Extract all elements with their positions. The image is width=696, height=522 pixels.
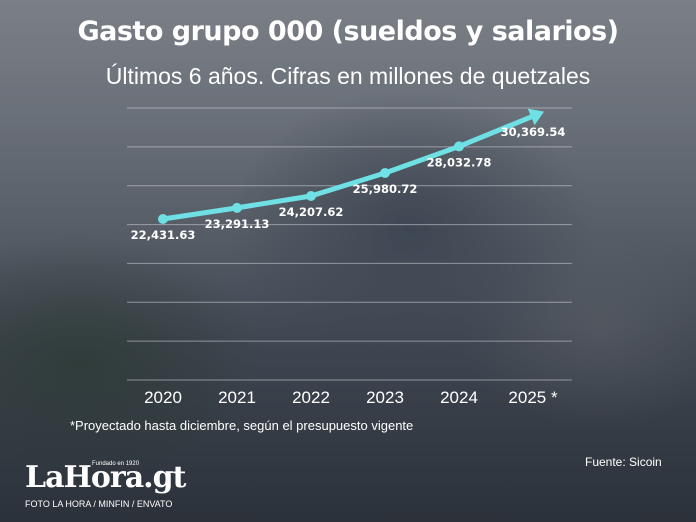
data-label: 23,291.13 <box>205 217 270 231</box>
x-tick-label: 2020 <box>144 388 182 407</box>
x-tick-label: 2021 <box>218 388 256 407</box>
data-label: 25,980.72 <box>353 182 418 196</box>
data-label: 24,207.62 <box>279 205 344 219</box>
series-line <box>160 113 536 222</box>
x-tick-label: 2024 <box>440 388 478 407</box>
x-axis-ticks: 2020 2021 2022 2023 2024 2025 * <box>144 388 558 407</box>
data-label: 22,431.63 <box>131 228 196 242</box>
data-label: 30,369.54 <box>501 125 566 139</box>
logo-tagline: Fundado en 1920 <box>92 461 140 467</box>
series-arrowhead <box>527 108 545 126</box>
data-point <box>158 213 168 224</box>
photo-credit: FOTO LA HORA / MINFIN / ENVATO <box>25 499 173 509</box>
data-point <box>306 190 316 201</box>
lahora-logo: LaHora.gt <box>25 460 186 495</box>
source-label: Fuente: Sicoin <box>585 455 662 469</box>
chart-subtitle: Últimos 6 años. Cifras en millones de qu… <box>105 63 591 89</box>
data-label: 28,032.78 <box>427 155 492 169</box>
data-point <box>380 168 390 179</box>
data-point <box>232 202 242 213</box>
x-tick-label: 2023 <box>366 388 404 407</box>
x-tick-label: 2022 <box>292 388 330 407</box>
footnote: *Proyectado hasta diciembre, según el pr… <box>70 418 414 433</box>
chart-title: Gasto grupo 000 (sueldos y salarios) <box>77 16 619 47</box>
data-labels: 22,431.63 23,291.13 24,207.62 25,980.72 28,0… <box>131 125 566 242</box>
gridlines <box>127 107 572 381</box>
data-point <box>454 141 464 152</box>
x-tick-label: 2025 * <box>508 388 558 407</box>
series-line-group <box>158 108 545 224</box>
